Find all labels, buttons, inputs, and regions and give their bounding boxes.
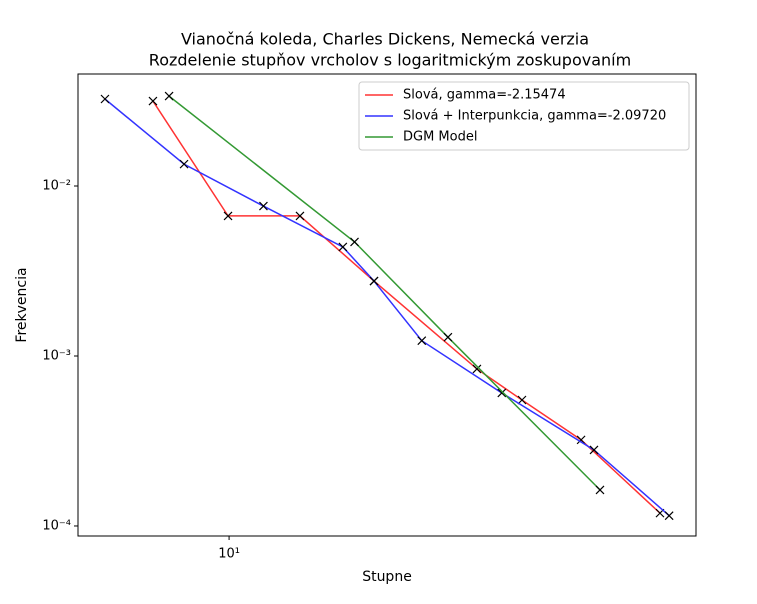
x-tick-label: 10¹	[218, 547, 240, 562]
point-marker	[589, 445, 599, 455]
plot-frame	[77, 73, 697, 537]
point-marker	[472, 364, 482, 374]
point-marker	[259, 201, 268, 211]
series-line	[168, 95, 601, 491]
legend-label: Slová, gamma=-2.15474	[403, 88, 566, 103]
y-tick-label: 10⁻³	[42, 348, 71, 363]
y-tick-label: 10⁻⁴	[42, 518, 71, 533]
legend-box	[358, 81, 690, 151]
point-marker	[517, 395, 527, 405]
x-axis-label: Stupne	[362, 569, 412, 585]
point-marker	[148, 96, 158, 106]
y-tick-label: 10⁻²	[42, 179, 71, 194]
point-marker	[595, 485, 605, 495]
point-marker	[338, 242, 348, 252]
point-marker	[576, 435, 586, 445]
y-axis-label: Frekvencia	[14, 267, 30, 342]
chart-subtitle: Rozdelenie stupňov vrcholov s logaritmic…	[149, 51, 631, 70]
point-marker	[179, 159, 189, 169]
legend-label: Slová + Interpunkcia, gamma=-2.09720	[403, 109, 666, 124]
point-marker	[295, 211, 305, 221]
point-marker	[417, 336, 427, 346]
chart-title: Vianočná koleda, Charles Dickens, Nemeck…	[181, 30, 589, 49]
point-marker	[223, 211, 233, 221]
point-marker	[664, 511, 674, 521]
legend-label: DGM Model	[403, 130, 477, 145]
point-marker	[369, 276, 379, 286]
point-marker	[497, 388, 507, 398]
point-marker	[443, 332, 453, 342]
point-marker	[100, 94, 110, 104]
point-marker	[350, 237, 359, 247]
series-line	[152, 100, 661, 514]
point-marker	[164, 91, 174, 101]
